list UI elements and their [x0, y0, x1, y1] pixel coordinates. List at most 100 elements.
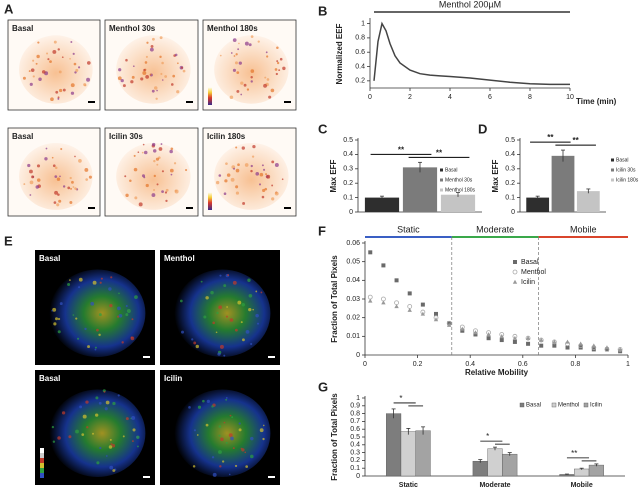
x-tick-label: 1	[626, 361, 630, 368]
speckle	[169, 149, 173, 154]
point	[539, 343, 544, 348]
speckle	[276, 46, 279, 49]
point	[460, 326, 465, 331]
speckle	[266, 174, 271, 179]
speckle	[108, 287, 112, 291]
speckle	[161, 79, 164, 81]
x-tick-label: 2	[408, 94, 412, 101]
speckle	[274, 163, 279, 167]
speckle	[262, 188, 266, 193]
scale-bar	[186, 207, 193, 209]
speckle	[156, 89, 158, 92]
speckle	[250, 436, 254, 441]
speckle	[134, 196, 138, 200]
legend-swatch	[611, 158, 614, 162]
scale-bar	[88, 101, 95, 103]
speckle	[75, 429, 79, 434]
panel-letter: B	[318, 3, 327, 18]
image-label: Basal	[39, 374, 60, 383]
speckle	[250, 75, 253, 79]
speckle	[274, 191, 279, 196]
speckle	[215, 331, 218, 334]
speckle	[230, 436, 234, 441]
point	[512, 279, 518, 284]
legend-label: Basal	[521, 259, 539, 266]
speckle	[232, 68, 236, 72]
significance-label: **	[573, 136, 580, 145]
speckle	[95, 413, 99, 417]
y-tick-label: 0.4	[505, 151, 515, 158]
point	[394, 278, 399, 283]
point	[434, 311, 439, 316]
speckle	[87, 345, 91, 349]
speckle	[219, 274, 222, 277]
speckle	[140, 77, 144, 81]
y-tick-label: 0.1	[350, 465, 360, 472]
speckle	[45, 147, 48, 150]
speckle	[70, 83, 75, 88]
speckle	[247, 278, 251, 282]
speckle	[211, 456, 215, 459]
y-tick-label: 0.2	[350, 457, 360, 464]
significance-label: *	[399, 394, 402, 403]
scale-bar	[284, 101, 291, 103]
speckle	[46, 52, 49, 55]
speckle	[53, 322, 57, 326]
speckle	[99, 446, 102, 450]
speckle	[156, 163, 159, 166]
speckle	[240, 321, 243, 324]
significance-label: **	[398, 145, 405, 154]
speckle	[161, 61, 164, 65]
speckle	[37, 41, 40, 44]
speckle	[263, 83, 267, 88]
significance-label: **	[571, 449, 577, 458]
speckle	[212, 321, 215, 325]
point	[473, 330, 478, 335]
point	[473, 332, 478, 337]
legend-label: Menthol 180s	[445, 187, 476, 193]
cell-signal	[214, 35, 289, 104]
speckle	[41, 70, 46, 74]
point	[407, 307, 412, 312]
speckle	[250, 169, 253, 173]
speckle	[243, 83, 247, 87]
speckle	[224, 179, 228, 183]
speckle	[58, 88, 63, 93]
speckle	[232, 280, 237, 285]
point	[381, 263, 386, 268]
speckle	[55, 90, 59, 94]
colorbar	[40, 463, 44, 468]
speckle	[52, 307, 57, 312]
speckle	[117, 306, 121, 311]
image-label: Basal	[39, 254, 60, 263]
y-axis-label: Fraction of Total Pixels	[330, 393, 339, 481]
y-tick-label: 1	[356, 395, 360, 402]
speckle	[238, 428, 242, 432]
speckle	[257, 40, 260, 43]
panel-letter: D	[478, 121, 487, 136]
speckle	[172, 74, 176, 78]
speckle	[202, 399, 205, 403]
speckle	[57, 436, 61, 440]
speckle	[72, 52, 75, 55]
speckle	[95, 396, 99, 400]
point	[407, 291, 412, 296]
legend-label: Icilin 30s	[616, 167, 636, 173]
speckle	[131, 415, 136, 420]
region-label: Static	[397, 224, 420, 234]
speckle	[77, 337, 80, 340]
speckle	[69, 57, 71, 60]
speckle	[90, 301, 95, 306]
speckle	[174, 189, 179, 194]
speckle	[160, 72, 163, 75]
image-label: Menthol	[164, 254, 195, 263]
speckle	[176, 90, 180, 94]
speckle	[108, 445, 113, 449]
speckle	[56, 203, 60, 207]
speckle	[219, 54, 222, 57]
speckle	[197, 405, 202, 409]
speckle	[30, 68, 35, 72]
speckle	[104, 407, 108, 411]
speckle	[200, 280, 203, 283]
speckle	[62, 88, 66, 92]
